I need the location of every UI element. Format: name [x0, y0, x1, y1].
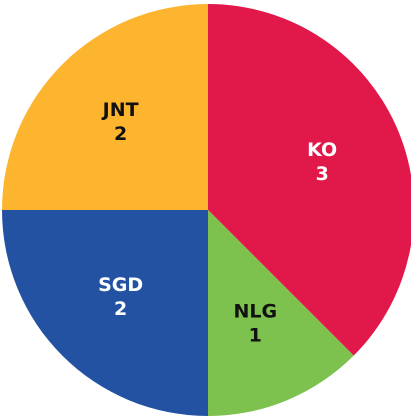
- slice-label: NLG: [233, 301, 277, 323]
- slice-value: 3: [316, 163, 329, 185]
- pie-slice: [2, 4, 208, 210]
- pie-slice: [208, 4, 411, 356]
- slice-label: JNT: [101, 99, 139, 121]
- pie-slice: [2, 210, 208, 416]
- pie-slice: [208, 210, 354, 416]
- slice-value: 1: [249, 325, 262, 347]
- slice-label: KO: [307, 139, 337, 161]
- slice-value: 2: [114, 298, 127, 320]
- slice-value: 2: [114, 123, 127, 145]
- slice-label: SGD: [98, 274, 143, 296]
